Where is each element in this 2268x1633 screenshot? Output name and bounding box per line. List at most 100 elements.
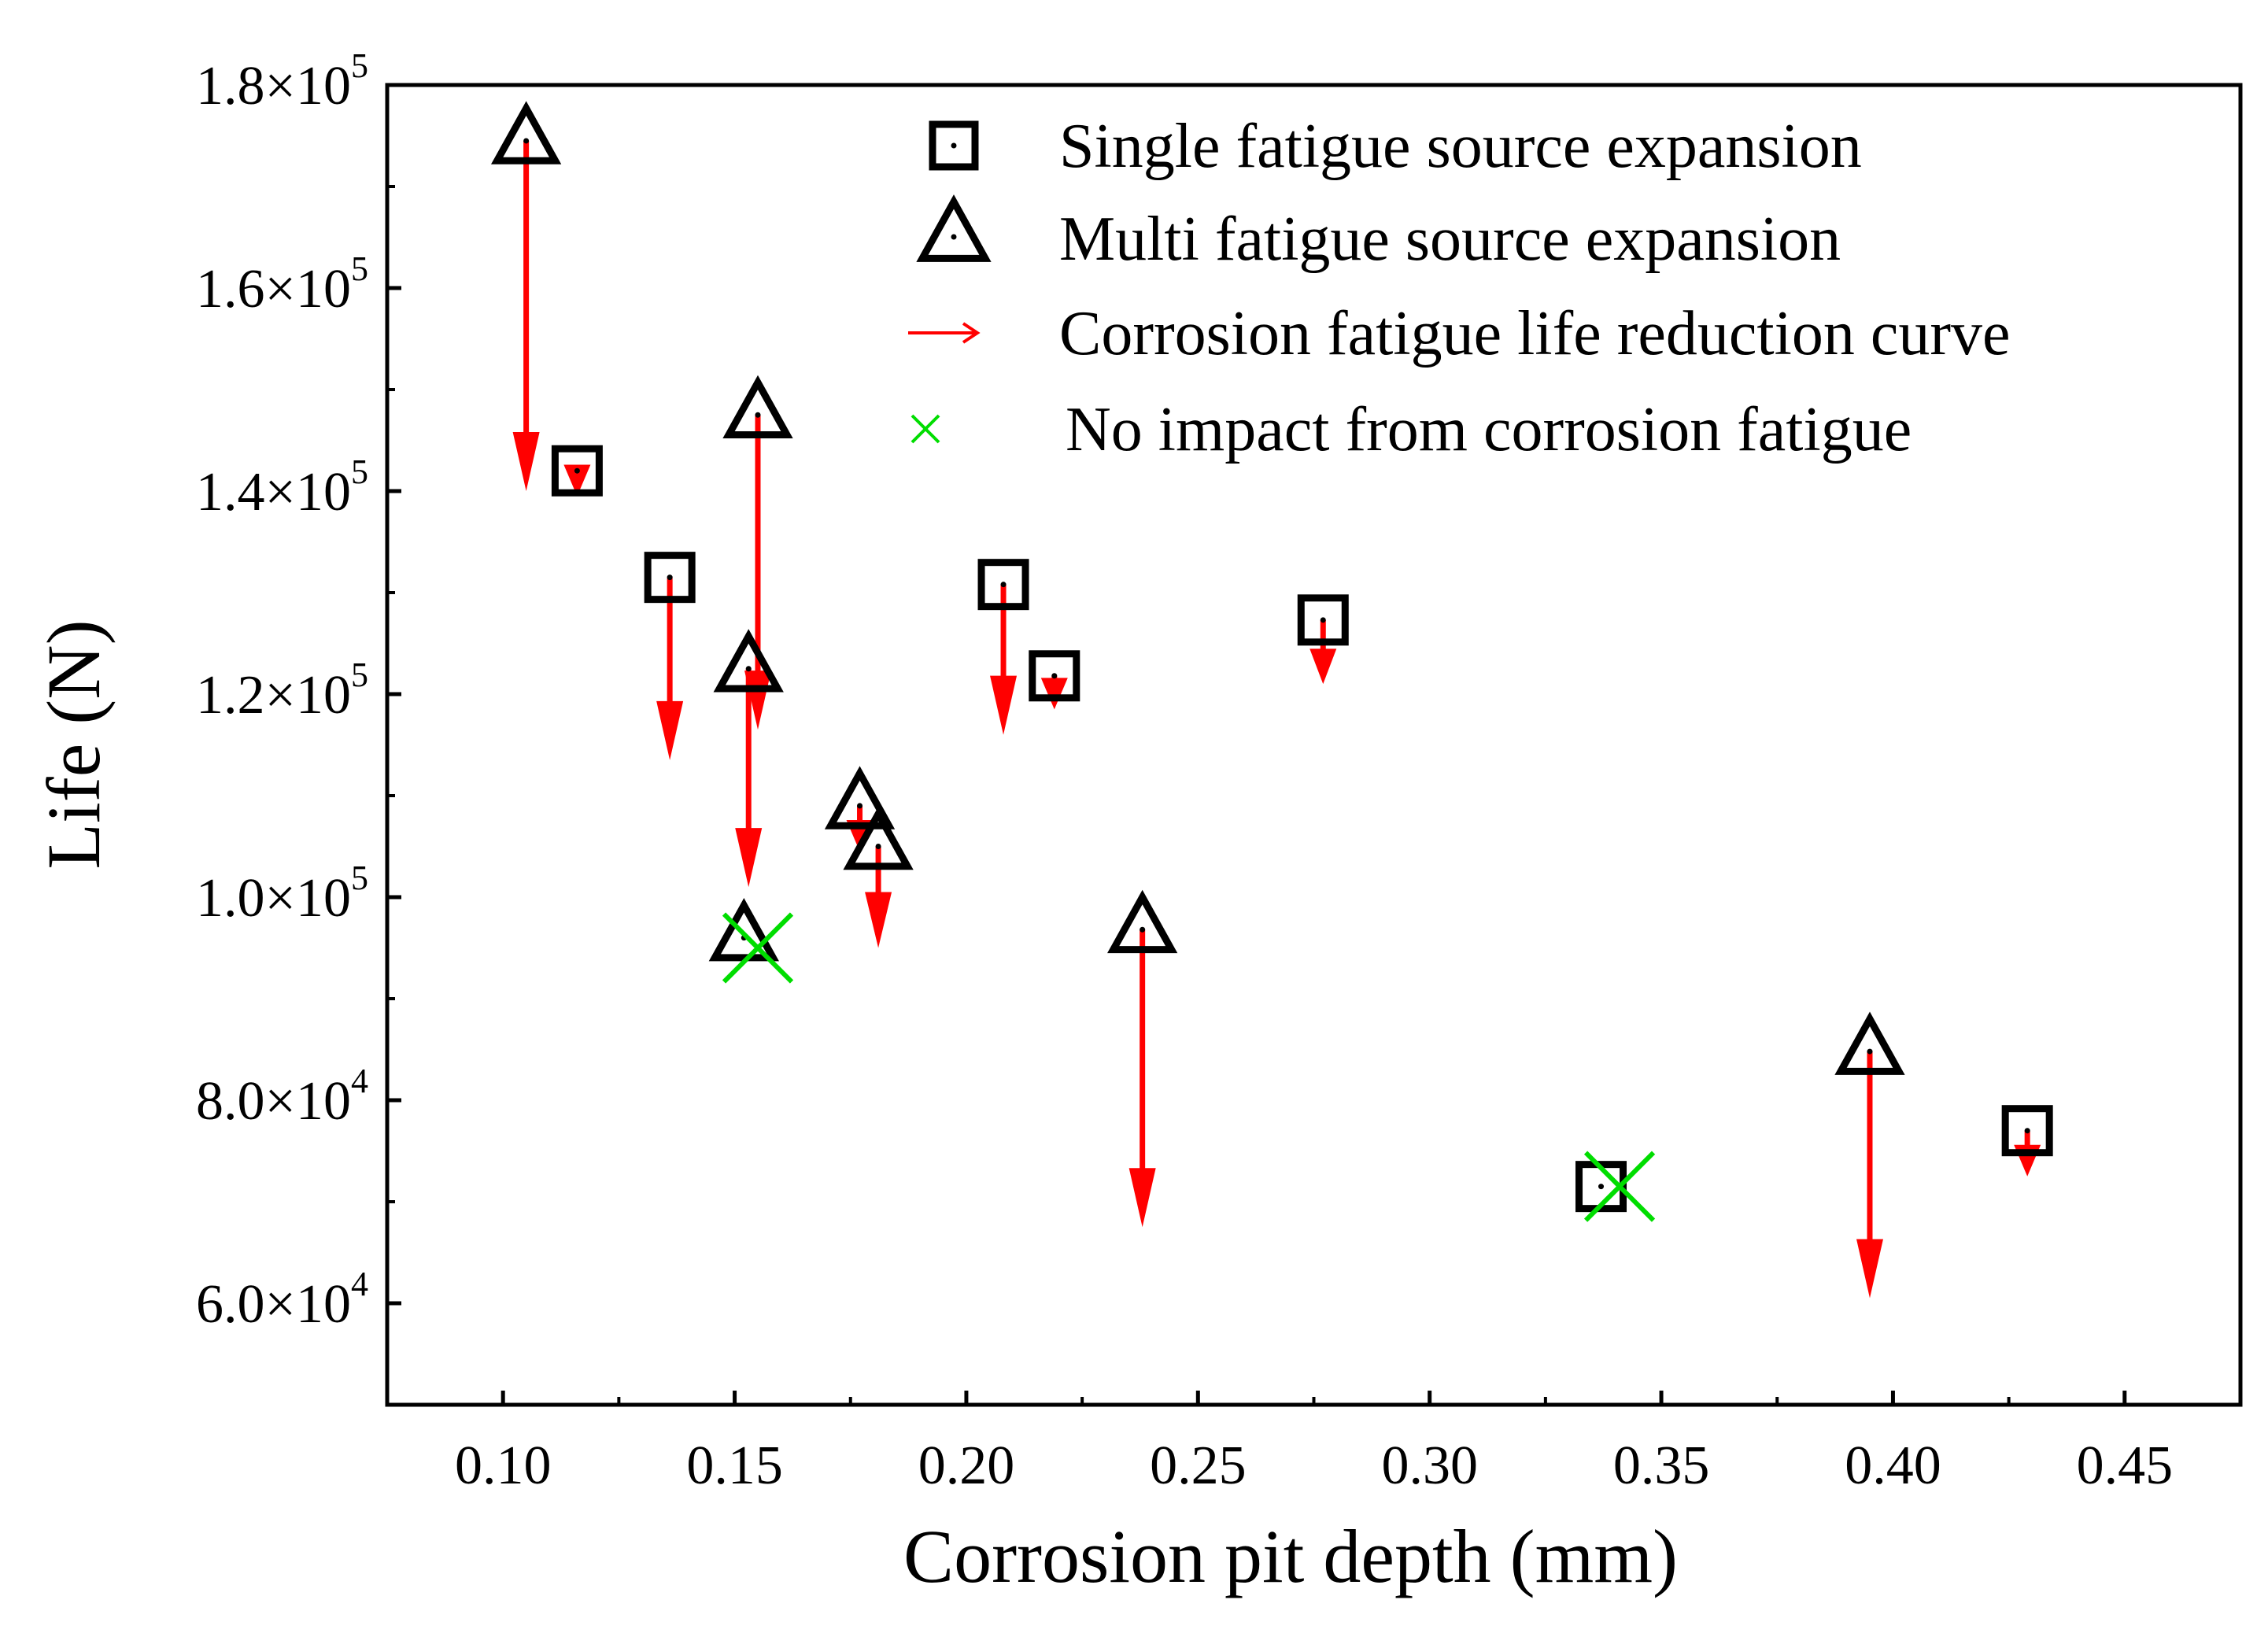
- triangle-outline: [824, 766, 896, 829]
- marker-center-dot: [1320, 617, 1326, 623]
- legend-item: Multi fatigue source expansion: [916, 194, 1841, 274]
- triangle-outline: [713, 629, 784, 693]
- data-markers: [490, 101, 2053, 1222]
- arrow-head: [512, 432, 540, 491]
- arrow-head: [865, 892, 892, 948]
- legend-label: Single fatigue source expansion: [1059, 112, 1862, 181]
- multi-source-point: [713, 629, 784, 693]
- y-tick-mantissa: 1.6: [196, 259, 265, 320]
- y-tick-exponent: 5: [351, 46, 368, 85]
- y-tick-exponent: 5: [351, 656, 368, 694]
- reduction-arrow: [1309, 619, 1337, 685]
- y-tick-label: 6.0×104: [196, 1265, 368, 1335]
- x-axis-title: Corrosion pit depth (mm): [903, 1514, 1678, 1598]
- y-tick-times: ×10: [265, 56, 351, 116]
- marker-center-dot: [857, 803, 863, 809]
- single-source-point: [1297, 594, 1349, 646]
- marker-center-dot: [1867, 1048, 1873, 1055]
- square-outline: [1297, 594, 1349, 646]
- x-tick-label: 0.35: [1613, 1435, 1710, 1496]
- y-tick-label: 1.2×105: [196, 656, 368, 726]
- x-tick-label: 0.45: [2077, 1435, 2174, 1496]
- legend-item: Single fatigue source expansion: [929, 112, 1862, 181]
- reduction-arrow: [1856, 1051, 1883, 1299]
- single-source-point: [644, 552, 696, 604]
- arrow-head: [735, 828, 763, 888]
- legend-label: No impact from corrosion fatigue: [1066, 395, 1912, 464]
- triangle-outline: [708, 898, 779, 962]
- y-tick-exponent: 5: [351, 453, 368, 491]
- square-outline: [977, 559, 1029, 611]
- arrow-head: [990, 675, 1018, 735]
- single-source-point: [2001, 1105, 2053, 1157]
- triangle-outline: [1107, 889, 1178, 954]
- marker-center-dot: [667, 575, 673, 581]
- marker-center-dot: [745, 666, 752, 672]
- marker-center-dot: [1000, 582, 1007, 588]
- multi-source-point: [824, 766, 896, 829]
- y-tick-times: ×10: [265, 1274, 351, 1335]
- marker-center-dot: [2024, 1128, 2030, 1134]
- y-tick-times: ×10: [265, 1071, 351, 1132]
- multi-source-point: [1834, 1011, 1905, 1075]
- y-tick-exponent: 5: [351, 249, 368, 288]
- triangle-outline: [916, 194, 992, 262]
- square-outline: [929, 120, 979, 171]
- arrow-head: [563, 464, 591, 497]
- square-outline: [551, 445, 603, 497]
- y-tick-times: ×10: [265, 868, 351, 929]
- reduction-arrow: [735, 668, 763, 888]
- y-axis-title: Life (N): [31, 619, 116, 869]
- y-tick-mantissa: 1.4: [196, 462, 265, 523]
- x-tick-label: 0.15: [686, 1435, 783, 1496]
- y-tick-mantissa: 1.2: [196, 665, 265, 726]
- no-impact-point: [1583, 1151, 1656, 1222]
- x-tick-label: 0.10: [455, 1435, 552, 1496]
- marker-center-dot: [574, 467, 580, 474]
- arrow-head: [1128, 1168, 1156, 1228]
- marker-center-dot: [755, 412, 761, 418]
- reduction-arrow: [990, 584, 1018, 735]
- cross-stroke: [722, 912, 794, 984]
- legend-label: Corrosion fatigue life reduction curve: [1059, 299, 2010, 368]
- y-tick-label: 1.6×105: [196, 249, 368, 320]
- cross-stroke: [911, 414, 940, 444]
- y-tick-label: 1.8×105: [196, 46, 368, 116]
- arrow-head: [1040, 678, 1068, 710]
- no-impact-point: [722, 912, 794, 984]
- y-tick-mantissa: 6.0: [196, 1274, 265, 1335]
- single-source-point: [977, 559, 1029, 611]
- single-source-point: [1029, 650, 1080, 702]
- y-tick-mantissa: 1.0: [196, 868, 265, 929]
- legend-triangle-icon: [916, 194, 992, 262]
- y-tick-label: 1.4×105: [196, 453, 368, 523]
- x-tick-label: 0.20: [918, 1435, 1015, 1496]
- single-source-point: [1575, 1161, 1627, 1213]
- marker-center-dot: [1140, 926, 1146, 933]
- legend-arrow-icon: [908, 322, 981, 344]
- marker-center-dot: [1051, 673, 1058, 679]
- single-source-point: [551, 445, 603, 497]
- y-tick-exponent: 4: [351, 1062, 368, 1100]
- legend-item: Corrosion fatigue life reduction curve: [908, 299, 2010, 368]
- y-tick-mantissa: 8.0: [196, 1071, 265, 1132]
- square-outline: [1029, 650, 1080, 702]
- legend: Single fatigue source expansion Multi fat…: [908, 112, 2010, 464]
- reduction-arrows: [512, 140, 2041, 1299]
- y-tick-label: 1.0×105: [196, 859, 368, 929]
- multi-source-point: [722, 375, 793, 439]
- triangle-outline: [722, 375, 793, 439]
- x-tick-label: 0.30: [1381, 1435, 1478, 1496]
- multi-source-point: [490, 101, 562, 164]
- x-tick-label: 0.40: [1845, 1435, 1941, 1496]
- marker-center-dot: [1598, 1184, 1605, 1190]
- marker-center-dot: [523, 138, 530, 144]
- square-outline: [644, 552, 696, 604]
- arrow-head: [1856, 1239, 1883, 1299]
- multi-source-point: [843, 806, 914, 870]
- axis-ticks: [387, 83, 2127, 1405]
- y-tick-times: ×10: [265, 665, 351, 726]
- legend-item: No impact from corrosion fatigue: [911, 395, 1912, 464]
- legend-cross-icon: [911, 414, 940, 444]
